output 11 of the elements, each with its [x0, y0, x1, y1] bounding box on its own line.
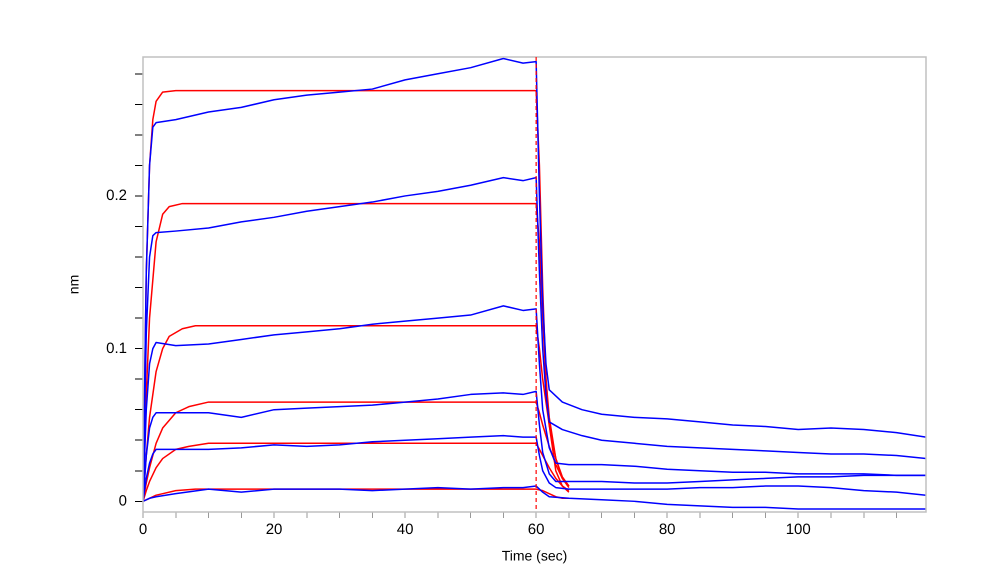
x-tick-label: 80 [658, 521, 676, 538]
x-tick-label: 100 [786, 521, 811, 538]
x-tick-label: 40 [396, 521, 414, 538]
y-tick-label: 0 [118, 492, 127, 510]
y-axis-title: nm [65, 274, 82, 294]
x-axis-title: Time (sec) [502, 547, 568, 564]
y-tick-label: 0.2 [106, 187, 127, 204]
y-tick-label: 0.1 [106, 340, 127, 357]
x-tick-label: 0 [138, 521, 148, 538]
x-tick-label: 60 [528, 521, 544, 538]
x-tick-label: 20 [266, 521, 282, 538]
